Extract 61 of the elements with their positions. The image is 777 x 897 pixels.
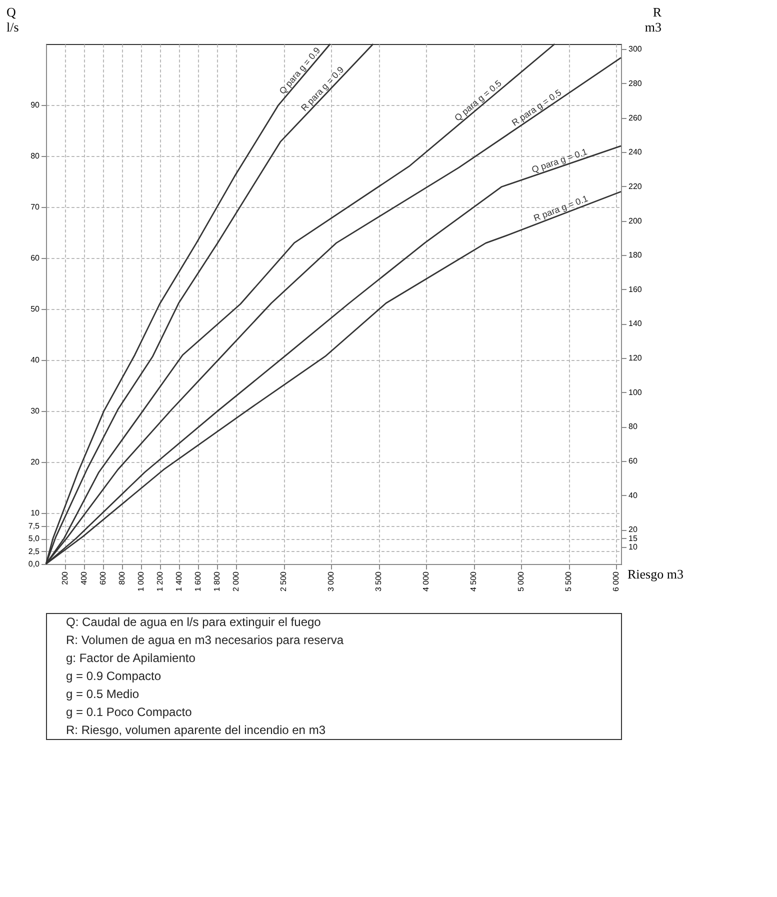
text: R para g = 0.5 [510, 87, 564, 128]
x-tick-label: 2 000 [232, 570, 241, 592]
x-tick-label: 1 400 [174, 570, 184, 592]
y2-tick-label: 280 [628, 78, 642, 88]
y2-tick-label: 240 [628, 148, 642, 157]
y2-tick-label: 200 [628, 216, 642, 226]
text: Q para g = 0.1 [530, 146, 588, 175]
x-tick-label: 5 500 [564, 570, 574, 592]
x-tick-label: 3 500 [374, 570, 384, 592]
y2-tick-label: 60 [628, 456, 638, 466]
y2-tick-label: 140 [628, 319, 642, 328]
y2-tick-label: 100 [628, 388, 642, 397]
y2-tick-label: 10 [628, 542, 638, 552]
text: R: Riesgo, volumen aparente del incendio en m3 [66, 723, 326, 737]
text: g = 0.1 Poco Compacto [66, 705, 192, 719]
y2-tick-label: 300 [628, 44, 642, 54]
y-tick-label: 40 [30, 356, 40, 365]
x-tick-label: 5 000 [516, 570, 526, 592]
y2-tick-label: 220 [628, 182, 642, 191]
y-tick-label: 80 [30, 152, 40, 161]
x-tick-label: 6 000 [612, 570, 621, 592]
x-tick-label: 1 600 [194, 570, 203, 592]
y2-tick-label: 80 [628, 422, 638, 432]
y2-tick-label: 180 [628, 250, 642, 260]
text: R: Volumen de agua en m3 necesarios para reserva [66, 633, 344, 647]
x-axis-title: Riesgo m3 [628, 566, 684, 582]
y2-tick-label: 120 [628, 354, 642, 363]
y2-tick-label: 40 [628, 490, 638, 500]
y-tick-label: 50 [30, 304, 40, 314]
text: g = 0.9 Compacto [66, 669, 162, 683]
text: R para g = 0.1 [532, 193, 590, 224]
y2-tick-label: 160 [628, 284, 642, 294]
y2-tick-label: 20 [628, 525, 638, 534]
y-tick-label: 7,5 [28, 521, 40, 530]
x-tick-label: 800 [118, 570, 127, 585]
y-axis-title: Q l/s [6, 4, 19, 34]
y-tick-label: 20 [30, 458, 40, 467]
y-tick-label: 90 [30, 100, 40, 110]
x-tick-label: 400 [80, 570, 89, 585]
x-tick-label: 3 000 [326, 570, 336, 592]
x-tick-label: 600 [98, 570, 108, 585]
x-tick-label: 2 500 [279, 570, 288, 592]
y2-tick-label: 260 [628, 113, 642, 122]
x-tick-label: 4 000 [422, 570, 431, 592]
x-tick-label: 1 800 [212, 570, 222, 592]
text: Q: Caudal de agua en l/s para extinguir el fuego [66, 615, 322, 629]
y-tick-label: 70 [30, 202, 40, 212]
y-tick-label: 10 [30, 508, 40, 518]
y-tick-label: 60 [30, 254, 40, 263]
x-tick-label: 1 200 [156, 570, 165, 592]
x-tick-label: 1 000 [136, 570, 146, 592]
x-tick-label: 200 [60, 570, 70, 585]
y-tick-label: 2,5 [28, 546, 40, 556]
y-tick-label: 5,0 [28, 534, 40, 544]
y-tick-label: 0,0 [28, 560, 40, 568]
text: g: Factor de Apilamiento [66, 651, 196, 665]
x-tick-label: 4 500 [469, 570, 478, 592]
y-tick-label: 30 [30, 406, 40, 416]
text: g = 0.5 Medio [66, 687, 140, 701]
y2-tick-label: 15 [628, 534, 638, 543]
y2-axis-title: R m3 [644, 4, 662, 34]
